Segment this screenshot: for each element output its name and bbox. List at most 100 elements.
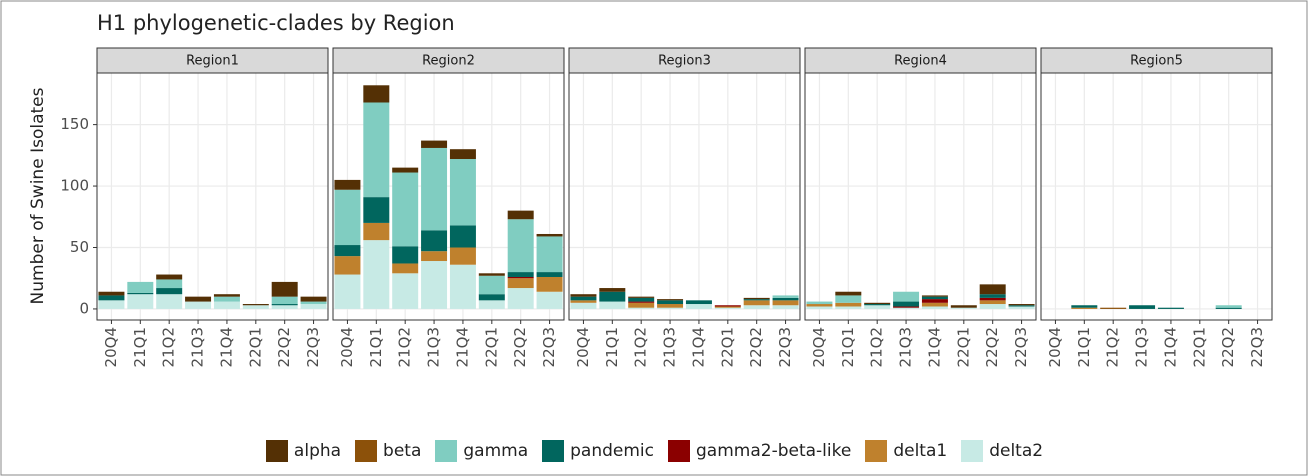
bar-segment bbox=[449, 149, 476, 160]
legend-item: gamma bbox=[435, 440, 528, 462]
legend-swatch bbox=[265, 440, 288, 462]
bar-segment bbox=[421, 261, 448, 309]
legend-label: delta2 bbox=[989, 441, 1044, 461]
bar-segment bbox=[478, 275, 505, 295]
x-tick-label: 22Q2 bbox=[747, 327, 765, 367]
x-tick-label: 22Q2 bbox=[1219, 327, 1237, 367]
bar-segment bbox=[449, 247, 476, 265]
bar-segment bbox=[570, 294, 597, 297]
x-tick-label: 21Q2 bbox=[632, 327, 650, 367]
bar-segment bbox=[835, 306, 862, 309]
bar-segment bbox=[1071, 307, 1098, 309]
panel-title: Region4 bbox=[894, 54, 947, 69]
bar-segment bbox=[979, 284, 1006, 295]
x-tick-label: 21Q3 bbox=[661, 327, 679, 367]
panel bbox=[805, 73, 1036, 320]
bar-segment bbox=[628, 302, 655, 308]
panel-title: Region1 bbox=[186, 54, 239, 69]
panel-title: Region5 bbox=[1130, 54, 1183, 69]
x-tick-label: 21Q1 bbox=[131, 327, 149, 367]
bar-segment bbox=[363, 85, 390, 103]
bar-segment bbox=[772, 297, 799, 301]
bar-segment bbox=[1008, 304, 1035, 306]
bar-segment bbox=[421, 230, 448, 252]
bar-segment bbox=[536, 291, 563, 309]
bar-segment bbox=[743, 305, 770, 309]
bar-segment bbox=[772, 300, 799, 306]
bar-segment bbox=[893, 301, 920, 307]
bar-segment bbox=[98, 295, 125, 301]
bar-segment bbox=[1157, 307, 1184, 309]
x-tick-label: 22Q1 bbox=[1190, 327, 1208, 367]
bar-segment bbox=[1008, 306, 1035, 309]
legend-item: gamma2-beta-like bbox=[668, 440, 851, 462]
bar-segment bbox=[156, 294, 183, 309]
panel bbox=[569, 73, 800, 320]
bar-segment bbox=[334, 189, 361, 246]
x-tick-label: 22Q3 bbox=[304, 327, 322, 367]
bar-segment bbox=[156, 288, 183, 295]
bar-segment bbox=[98, 300, 125, 309]
x-tick-label: 21Q4 bbox=[453, 327, 471, 367]
chart-title: H1 phylogenetic-clades by Region bbox=[97, 11, 455, 35]
bar-segment bbox=[421, 147, 448, 231]
legend-item: delta2 bbox=[961, 440, 1043, 462]
bar-segment bbox=[271, 281, 298, 297]
bar-segment bbox=[536, 276, 563, 292]
legend-item: delta1 bbox=[865, 440, 947, 462]
x-tick-label: 20Q4 bbox=[574, 327, 592, 367]
bar-segment bbox=[363, 222, 390, 241]
x-tick-label: 21Q1 bbox=[603, 327, 621, 367]
legend-label: pandemic bbox=[570, 441, 655, 461]
bar-segment bbox=[772, 295, 799, 298]
bar-segment bbox=[478, 273, 505, 276]
legend-swatch bbox=[355, 440, 378, 462]
x-tick-label: 21Q1 bbox=[1075, 327, 1093, 367]
bar-segment bbox=[1071, 305, 1098, 308]
bar-segment bbox=[570, 300, 597, 303]
bar-segment bbox=[392, 246, 419, 264]
bar-segment bbox=[421, 251, 448, 262]
bar-segment bbox=[242, 304, 269, 306]
bar-segment bbox=[628, 301, 655, 303]
legend-item: beta bbox=[355, 440, 421, 462]
bar-segment bbox=[685, 304, 712, 309]
legend-label: gamma2-beta-like bbox=[696, 441, 852, 461]
bar-segment bbox=[1100, 307, 1127, 309]
bar-segment bbox=[685, 300, 712, 305]
strip bbox=[568, 47, 801, 74]
y-tick-label: 50 bbox=[70, 238, 89, 256]
x-tick-label: 21Q2 bbox=[1104, 327, 1122, 367]
bar-segment bbox=[213, 296, 240, 302]
bar-segment bbox=[921, 295, 948, 297]
bar-segment bbox=[127, 292, 154, 295]
bar-segment bbox=[835, 295, 862, 303]
bar-segment bbox=[536, 236, 563, 273]
bar-segment bbox=[300, 304, 327, 309]
bar-segment bbox=[127, 294, 154, 309]
bar-segment bbox=[979, 297, 1006, 301]
bar-segment bbox=[449, 264, 476, 309]
bar-segment bbox=[392, 263, 419, 274]
x-tick-label: 22Q2 bbox=[983, 327, 1001, 367]
bar-segment bbox=[628, 297, 655, 302]
x-tick-label: 21Q3 bbox=[189, 327, 207, 367]
bar-segment bbox=[628, 296, 655, 298]
bar-segment bbox=[156, 279, 183, 289]
bar-segment bbox=[300, 296, 327, 302]
bar-segment bbox=[185, 301, 212, 309]
x-tick-label: 20Q4 bbox=[1046, 327, 1064, 367]
bar-segment bbox=[864, 305, 891, 309]
bar-segment bbox=[334, 179, 361, 190]
panel-title: Region2 bbox=[422, 54, 475, 69]
bar-segment bbox=[599, 301, 626, 309]
bar-segment bbox=[628, 307, 655, 309]
bar-segment bbox=[507, 278, 534, 289]
legend-swatch bbox=[865, 440, 888, 462]
strip bbox=[332, 47, 565, 74]
bar-segment bbox=[1215, 307, 1242, 309]
strip bbox=[1040, 47, 1273, 74]
x-tick-label: 21Q2 bbox=[160, 327, 178, 367]
x-tick-label: 22Q1 bbox=[482, 327, 500, 367]
